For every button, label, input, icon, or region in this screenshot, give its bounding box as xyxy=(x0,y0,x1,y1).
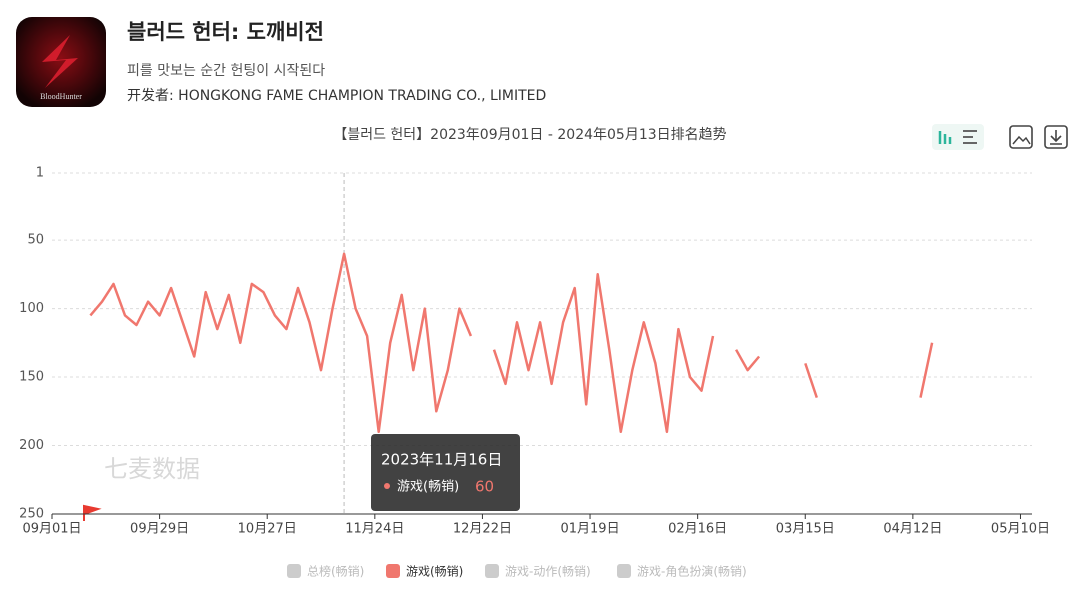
developer: 开发者: HONGKONG FAME CHAMPION TRADING CO.,… xyxy=(127,88,546,104)
tooltip-dot xyxy=(384,483,390,489)
legend-item[interactable]: 游戏-角色扮演(畅销) xyxy=(617,564,747,579)
x-tick-label: 10月27日 xyxy=(238,522,297,537)
legend-label: 游戏(畅销) xyxy=(406,565,463,579)
x-tick-label: 09月29日 xyxy=(130,522,189,537)
icon-emblem xyxy=(42,35,78,88)
list-icon xyxy=(963,130,977,144)
legend-item[interactable]: 总榜(畅销) xyxy=(287,564,364,579)
y-tick-label: 1 xyxy=(36,166,44,181)
x-tick-label: 05月10日 xyxy=(991,522,1050,537)
legend-item[interactable]: 游戏(畅销) xyxy=(386,564,463,579)
tooltip-value: 60 xyxy=(475,478,494,496)
y-tick-label: 50 xyxy=(27,233,44,248)
x-tick-label: 04月12日 xyxy=(883,522,942,537)
y-tick-label: 150 xyxy=(19,370,44,385)
legend-label: 游戏-角色扮演(畅销) xyxy=(637,564,747,579)
legend-item[interactable]: 游戏-动作(畅销) xyxy=(485,564,591,579)
legend-label: 游戏-动作(畅销) xyxy=(505,565,591,579)
image-icon xyxy=(1012,135,1031,145)
tooltip-box xyxy=(371,434,520,511)
legend-swatch xyxy=(617,564,631,578)
legend-swatch xyxy=(287,564,301,578)
chart-title: 【블러드 헌터】2023年09月01日 - 2024年05月13日排名趋势 xyxy=(333,127,726,143)
download-button[interactable] xyxy=(1044,125,1068,149)
toolbar xyxy=(932,124,1068,150)
series-line xyxy=(89,252,934,434)
y-tick-label: 200 xyxy=(19,438,44,453)
x-tick-label: 03月15日 xyxy=(776,522,835,537)
x-tick-label: 11月24日 xyxy=(345,522,404,537)
legend-label: 总榜(畅销) xyxy=(307,564,364,579)
watermark: 七麦数据 xyxy=(104,455,200,483)
x-tick-label: 12月22日 xyxy=(453,522,512,537)
bar-icon xyxy=(938,131,952,144)
app-subtitle: 피를 맛보는 순간 헌팅이 시작된다 xyxy=(127,63,325,79)
icon-text: BloodHunter xyxy=(40,92,82,101)
y-tick-label: 250 xyxy=(19,507,44,522)
app-icon xyxy=(16,17,106,107)
image-button[interactable] xyxy=(1009,125,1033,149)
y-tick-label: 100 xyxy=(19,301,44,316)
legend-swatch xyxy=(386,564,400,578)
x-tick-label: 02月16日 xyxy=(668,522,727,537)
x-tick-label: 01月19日 xyxy=(560,522,619,537)
tooltip-title: 2023年11月16日 xyxy=(381,451,502,469)
tooltip-series: 游戏(畅销) xyxy=(397,480,459,495)
download-icon xyxy=(1050,130,1062,145)
app-title: 블러드 헌터: 도깨비전 xyxy=(127,20,324,44)
legend-swatch xyxy=(485,564,499,578)
x-tick-label: 09月01日 xyxy=(22,522,81,537)
